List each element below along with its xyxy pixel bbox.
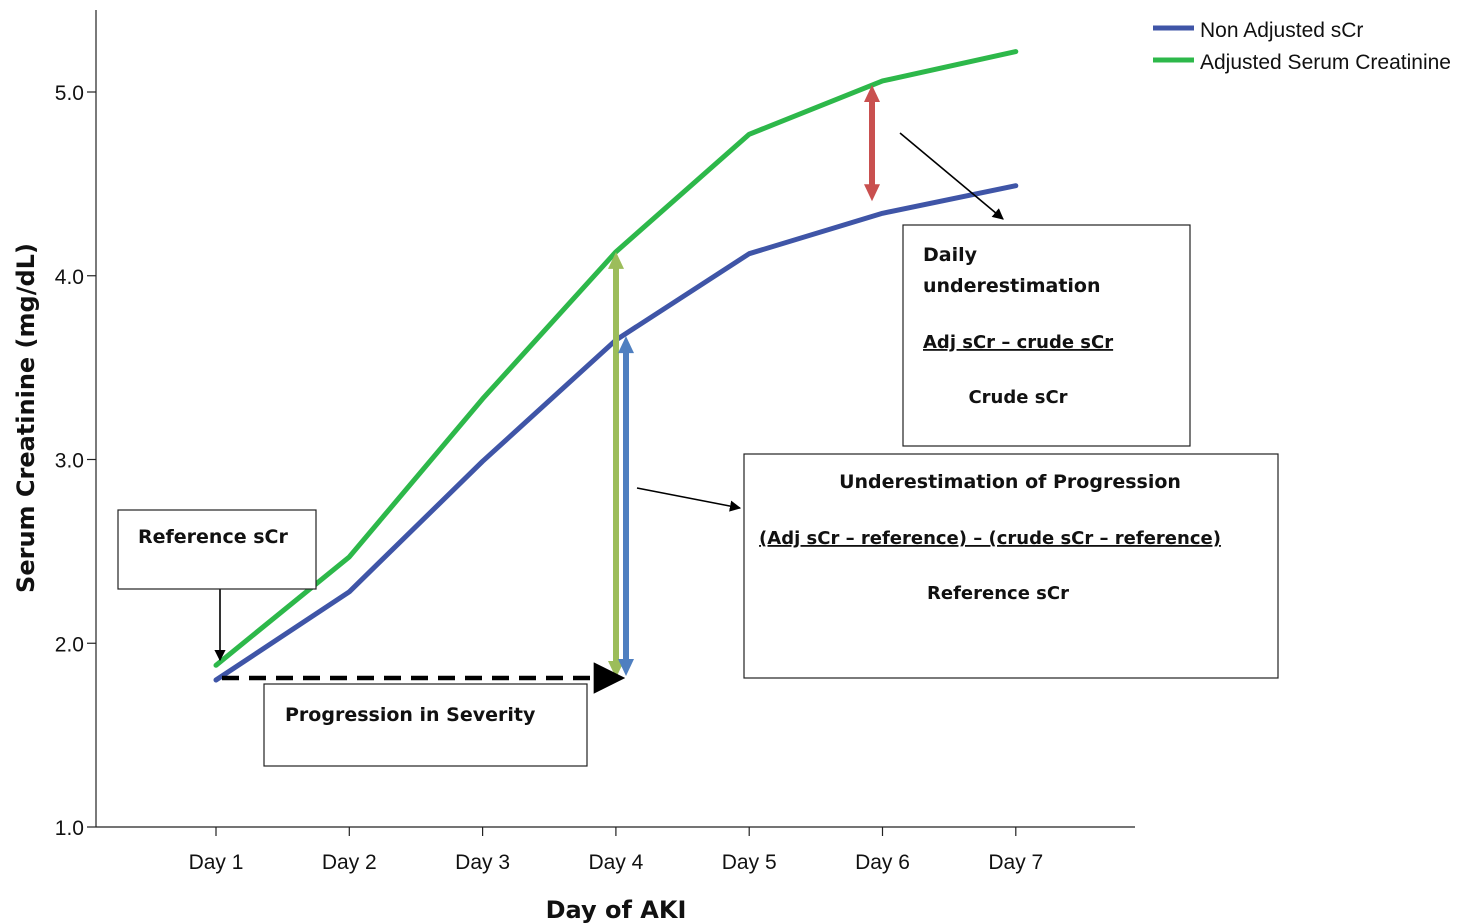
adjusted-progression-arrow [608, 251, 624, 678]
progression-box: Progression in Severity [263, 683, 588, 767]
x-tick-label: Day 2 [322, 851, 377, 874]
daily-box-numerator: Adj sCr – crude sCr [923, 332, 1113, 353]
x-axis-title: Day of AKI [546, 896, 687, 924]
x-ticks: Day 1 Day 2 Day 3 Day 4 Day 5 Day 6 Day 7 [189, 827, 1043, 874]
daily-box-title-line1: Daily [923, 244, 978, 266]
x-tick-label: Day 1 [189, 851, 244, 874]
y-tick-label: 3.0 [55, 450, 84, 473]
y-tick-label: 2.0 [55, 633, 84, 656]
x-tick-label: Day 7 [988, 851, 1043, 874]
progression-pointer-arrow [636, 487, 742, 512]
crude-progression-arrow [618, 336, 634, 676]
daily-difference-arrow [864, 84, 880, 202]
progression-under-denominator: Reference sCr [927, 583, 1069, 604]
y-axis-title: Serum Creatinine (mg/dL) [12, 243, 40, 593]
progression-under-title: Underestimation of Progression [839, 471, 1181, 493]
legend-label-non-adjusted: Non Adjusted sCr [1200, 19, 1363, 42]
x-tick-label: Day 4 [588, 851, 643, 874]
progression-box-title: Progression in Severity [285, 704, 536, 726]
y-tick-label: 5.0 [55, 82, 84, 105]
daily-box-denominator: Crude sCr [968, 387, 1067, 408]
y-tick-label: 4.0 [55, 266, 84, 289]
reference-box: Reference sCr [117, 509, 317, 590]
y-ticks: 1.0 2.0 3.0 4.0 5.0 [55, 82, 96, 840]
reference-box-title: Reference sCr [138, 526, 288, 548]
progression-underestimation-box: Underestimation of Progression (Adj sCr … [743, 453, 1279, 679]
y-tick-label: 1.0 [55, 817, 84, 840]
legend: Non Adjusted sCr Adjusted Serum Creatini… [1153, 19, 1451, 74]
daily-pointer-arrow [899, 132, 1004, 220]
daily-underestimation-box: Daily underestimation Adj sCr – crude sC… [902, 224, 1191, 447]
legend-label-adjusted: Adjusted Serum Creatinine [1200, 51, 1451, 74]
x-tick-label: Day 6 [855, 851, 910, 874]
x-tick-label: Day 5 [722, 851, 777, 874]
daily-box-title-line2: underestimation [923, 275, 1101, 297]
progression-under-numerator: (Adj sCr – reference) – (crude sCr – ref… [759, 528, 1221, 549]
x-tick-label: Day 3 [455, 851, 510, 874]
